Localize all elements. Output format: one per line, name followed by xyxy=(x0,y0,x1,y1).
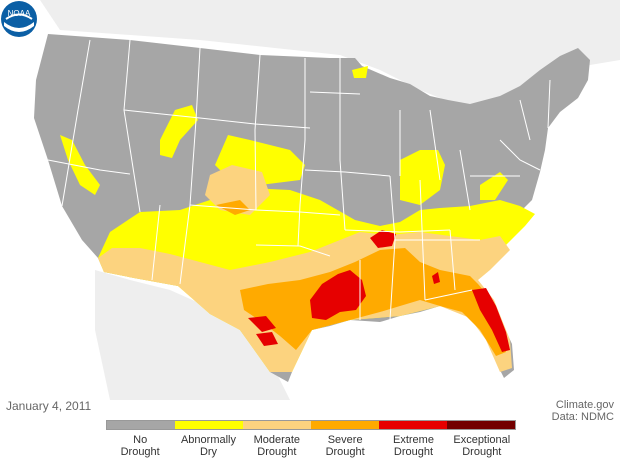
legend-swatch-extreme xyxy=(379,421,447,429)
legend-swatch-moderate xyxy=(243,421,311,429)
legend-label-exceptional: Exceptional Drought xyxy=(453,434,511,458)
legend: No Drought Abnormally Dry Moderate Droug… xyxy=(106,420,516,464)
legend-swatch-exceptional xyxy=(447,421,515,429)
legend-swatch-severe xyxy=(311,421,379,429)
legend-swatch-no-drought xyxy=(107,421,175,429)
legend-label-moderate: Moderate Drought xyxy=(253,434,301,458)
legend-swatch-abnormally-dry xyxy=(175,421,243,429)
legend-labels: No Drought Abnormally Dry Moderate Droug… xyxy=(106,434,516,458)
legend-bar xyxy=(106,420,516,430)
legend-label-extreme: Extreme Drought xyxy=(392,434,434,458)
noaa-logo: NOAA xyxy=(1,1,37,37)
canada-land xyxy=(40,0,620,110)
credit-source: Climate.gov xyxy=(555,399,614,411)
credit-data: Data: NDMC xyxy=(551,411,614,423)
legend-label-no-drought: No Drought xyxy=(120,434,160,458)
mexico-land xyxy=(95,270,290,400)
extreme-drought-areas xyxy=(248,230,510,352)
state-borders xyxy=(47,39,551,321)
map-credit: Climate.gov Data: NDMC xyxy=(552,399,614,423)
map-date: January 4, 2011 xyxy=(6,399,92,413)
legend-label-abnormally-dry: Abnormally Dry xyxy=(180,434,236,458)
drought-map: NOAA xyxy=(0,0,620,400)
us-map-svg xyxy=(34,0,620,400)
severe-drought-areas xyxy=(216,200,506,356)
noaa-logo-text: NOAA xyxy=(8,9,31,18)
legend-label-severe: Severe Drought xyxy=(325,434,365,458)
